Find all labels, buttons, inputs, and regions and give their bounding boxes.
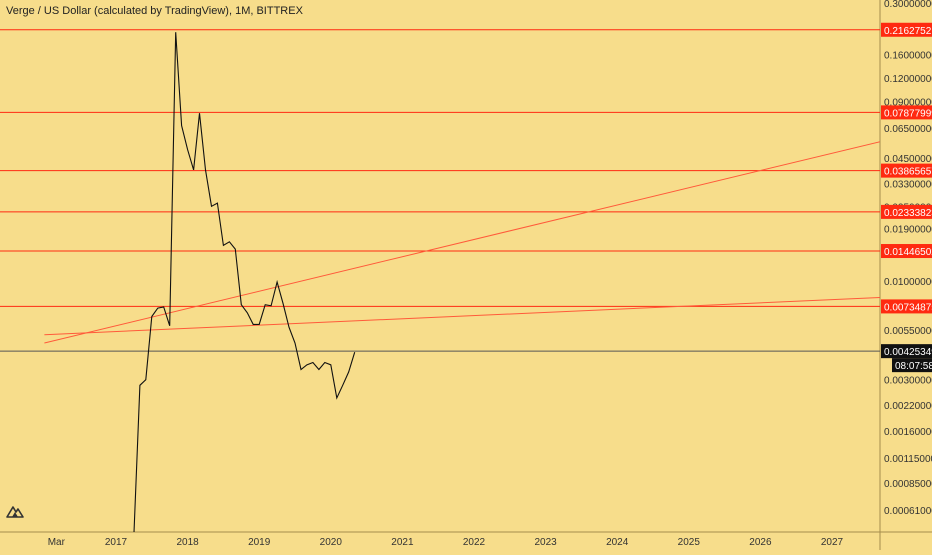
x-tick-label: 2027 (821, 537, 844, 548)
x-tick-label: 2019 (248, 537, 271, 548)
level-label: 0.07877999 (884, 108, 932, 119)
x-tick-label: 2026 (749, 537, 772, 548)
level-label: 0.03865657 (884, 167, 932, 178)
y-tick-label: 0.00550000 (884, 326, 932, 337)
x-tick-label: 2017 (105, 537, 128, 548)
x-tick-label: 2020 (320, 537, 343, 548)
chart-title: Verge / US Dollar (calculated by Trading… (6, 5, 303, 17)
y-tick-label: 0.00115000 (884, 454, 932, 465)
y-tick-label: 0.30000000 (884, 0, 932, 10)
y-tick-label: 0.03300000 (884, 180, 932, 191)
x-tick-label: 2021 (391, 537, 414, 548)
y-tick-label: 0.01900000 (884, 225, 932, 236)
y-tick-label: 0.00160000 (884, 427, 932, 438)
x-tick-label: 2018 (176, 537, 199, 548)
y-tick-label: 0.00085000 (884, 479, 932, 490)
tradingview-logo-icon[interactable] (6, 503, 24, 519)
y-tick-label: 0.16000000 (884, 50, 932, 61)
x-tick-label: 2023 (534, 537, 557, 548)
x-tick-label: Mar (48, 537, 66, 548)
trendline (44, 296, 903, 334)
x-tick-label: 2024 (606, 537, 629, 548)
current-price-label: 0.00425349 (884, 347, 932, 358)
y-tick-label: 0.01000000 (884, 277, 932, 288)
countdown-label: 08:07:58 (895, 361, 932, 372)
level-label: 0.01446502 (884, 247, 932, 258)
level-label: 0.21627521 (884, 26, 932, 37)
price-series-line (134, 32, 355, 535)
level-label: 0.00734875 (884, 302, 932, 313)
y-tick-label: 0.04500000 (884, 154, 932, 165)
x-tick-label: 2025 (678, 537, 701, 548)
y-tick-label: 0.12000000 (884, 74, 932, 85)
y-tick-label: 0.06500000 (884, 124, 932, 135)
level-label: 0.02333823 (884, 208, 932, 219)
x-tick-label: 2022 (463, 537, 486, 548)
y-tick-label: 0.00300000 (884, 376, 932, 387)
y-tick-label: 0.00220000 (884, 401, 932, 412)
y-tick-label: 0.00061000 (884, 506, 932, 517)
